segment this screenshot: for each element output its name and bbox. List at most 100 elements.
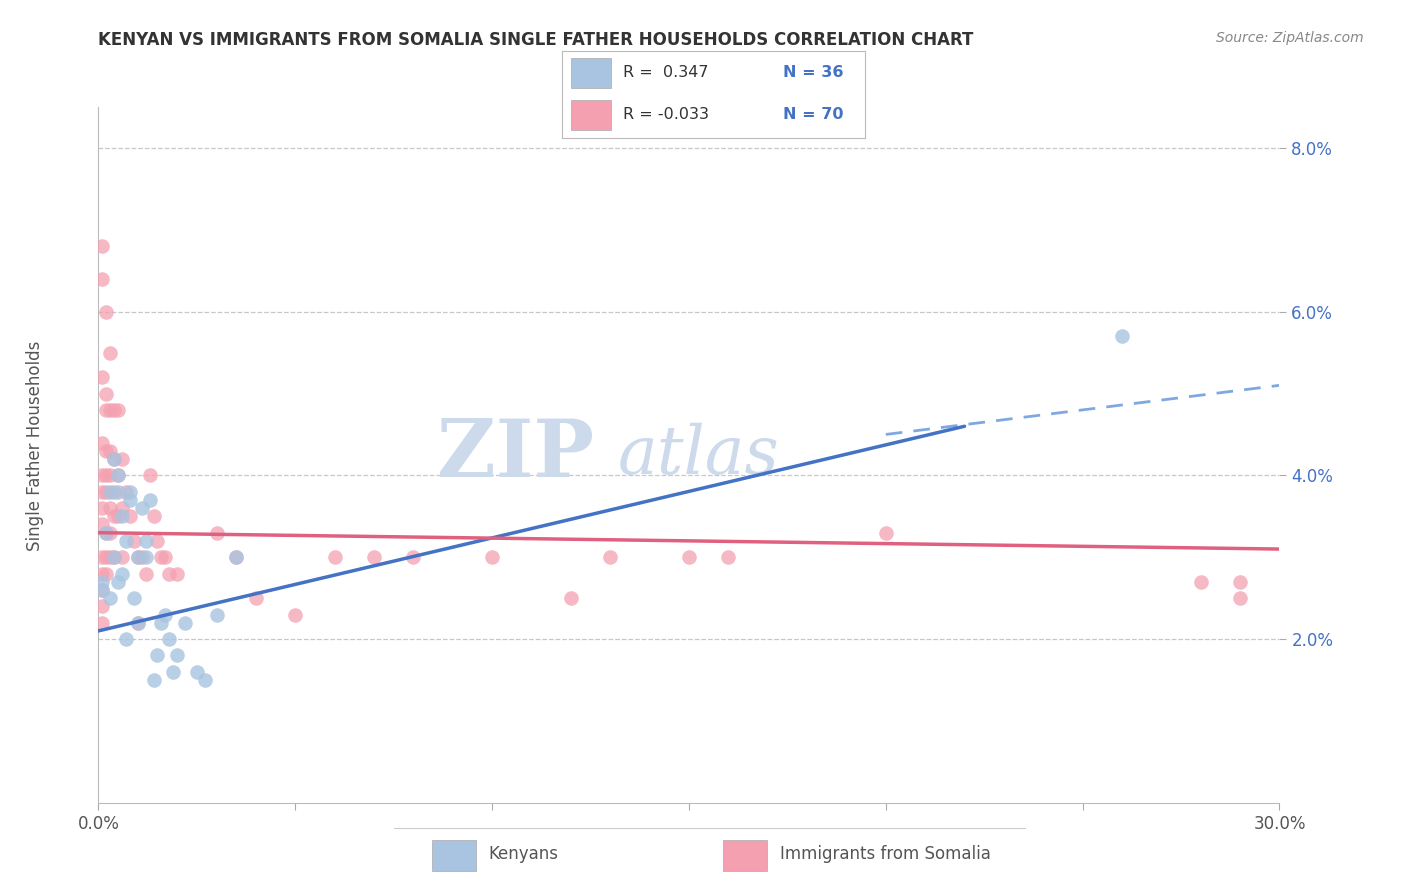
Point (157, 632, 180, 646)
Point (107, 403, 129, 417)
Point (91, 468, 114, 483)
Point (96, 525, 118, 540)
Text: Kenyans: Kenyans (489, 845, 558, 863)
Point (103, 509, 125, 524)
Point (127, 615, 149, 630)
Point (96, 304, 118, 318)
Point (245, 591, 267, 606)
Point (205, 607, 228, 622)
Point (96, 550, 118, 565)
Point (225, 550, 247, 565)
Point (146, 533, 169, 548)
Bar (571, 58, 610, 87)
Bar (571, 100, 610, 129)
Point (115, 632, 138, 646)
Point (402, 550, 425, 565)
Point (155, 607, 177, 622)
Point (98, 403, 121, 417)
Text: R =  0.347: R = 0.347 (623, 65, 709, 80)
Point (91, 517, 114, 532)
Point (96, 468, 118, 483)
Point (323, 550, 346, 565)
Point (98, 525, 121, 540)
Point (146, 648, 169, 663)
Point (103, 403, 125, 417)
Point (111, 550, 134, 565)
Point (98, 591, 121, 606)
Point (107, 484, 129, 499)
Point (96, 484, 118, 499)
Point (103, 484, 125, 499)
Point (122, 533, 145, 548)
Point (1229, 574, 1251, 589)
Point (1229, 591, 1251, 606)
Point (91, 272, 114, 286)
Point (155, 550, 177, 565)
Point (225, 550, 247, 565)
Point (91, 582, 114, 597)
Point (481, 550, 503, 565)
Point (98, 501, 121, 516)
Point (131, 501, 153, 516)
Point (174, 615, 197, 630)
Text: KENYAN VS IMMIGRANTS FROM SOMALIA SINGLE FATHER HOUSEHOLDS CORRELATION CHART: KENYAN VS IMMIGRANTS FROM SOMALIA SINGLE… (98, 31, 974, 49)
Point (96, 403, 118, 417)
Text: Immigrants from Somalia: Immigrants from Somalia (779, 845, 990, 863)
Point (131, 550, 153, 565)
Point (96, 566, 118, 581)
Point (127, 550, 149, 565)
Text: N = 36: N = 36 (783, 65, 844, 80)
Point (122, 591, 145, 606)
Point (98, 468, 121, 483)
Point (127, 615, 149, 630)
Point (166, 566, 188, 581)
Point (135, 533, 157, 548)
Point (91, 566, 114, 581)
Point (91, 435, 114, 450)
Point (111, 452, 134, 467)
Point (1189, 574, 1212, 589)
Point (135, 550, 157, 565)
Point (135, 566, 157, 581)
Point (91, 582, 114, 597)
Point (107, 574, 129, 589)
Point (138, 468, 160, 483)
Point (205, 525, 228, 540)
Point (111, 509, 134, 524)
Point (138, 492, 160, 507)
Point (96, 386, 118, 401)
Point (91, 484, 114, 499)
Text: atlas: atlas (619, 422, 780, 488)
Point (107, 468, 129, 483)
Point (91, 501, 114, 516)
Point (98, 443, 121, 458)
Point (111, 566, 134, 581)
Point (91, 550, 114, 565)
Point (91, 615, 114, 630)
Point (115, 533, 138, 548)
Point (118, 484, 141, 499)
Point (98, 345, 121, 359)
Point (157, 566, 180, 581)
Point (284, 607, 307, 622)
Point (103, 550, 125, 565)
Point (103, 452, 125, 467)
Text: Single Father Households: Single Father Households (27, 341, 44, 551)
Point (1111, 329, 1133, 343)
Point (194, 673, 217, 687)
Point (150, 550, 173, 565)
Point (107, 468, 129, 483)
Point (599, 550, 621, 565)
Point (118, 509, 141, 524)
Point (111, 501, 134, 516)
Point (118, 492, 141, 507)
Point (560, 591, 582, 606)
Point (103, 550, 125, 565)
Point (142, 673, 165, 687)
Point (96, 525, 118, 540)
Point (678, 550, 700, 565)
Point (103, 452, 125, 467)
Text: Source: ZipAtlas.com: Source: ZipAtlas.com (1216, 31, 1364, 45)
Point (150, 615, 173, 630)
Point (875, 525, 897, 540)
